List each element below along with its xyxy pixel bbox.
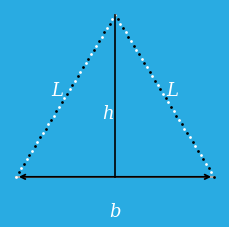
Text: L: L bbox=[166, 82, 178, 100]
Text: L: L bbox=[51, 82, 63, 100]
Text: h: h bbox=[102, 105, 113, 122]
Text: b: b bbox=[109, 202, 120, 220]
